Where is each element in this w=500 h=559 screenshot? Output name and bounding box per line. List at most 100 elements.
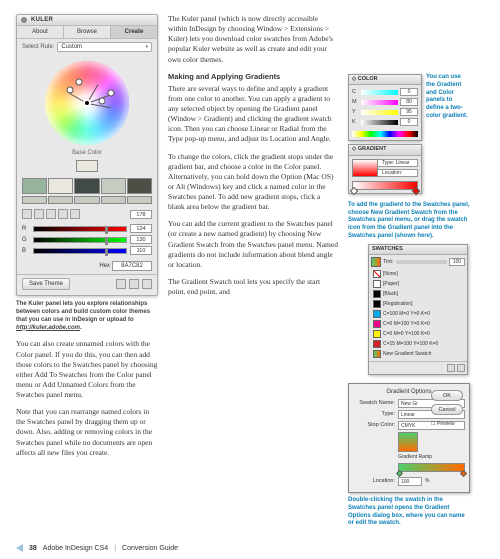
wheel-handle[interactable] (99, 98, 106, 105)
lab-mode-icon[interactable] (46, 209, 56, 219)
wheel-handle-center[interactable] (83, 99, 91, 107)
kuler-caption: The Kuler panel lets you explore relatio… (16, 301, 158, 332)
r-label: R (22, 225, 30, 233)
theme-swatch-row (17, 176, 157, 196)
upload-icon[interactable] (129, 279, 139, 289)
y-slider[interactable] (361, 110, 398, 115)
new-swatch-icon[interactable] (447, 364, 455, 372)
swatch-list-item[interactable]: [Registration] (371, 299, 465, 309)
left-body-text: You can also create unnamed colors with … (16, 339, 158, 457)
save-theme-button[interactable]: Save Theme (22, 278, 70, 290)
cancel-button[interactable]: Cancel (431, 404, 463, 415)
swatch-list-item[interactable]: C=100 M=0 Y=0 K=0 (371, 309, 465, 319)
r-value[interactable]: 124 (130, 224, 152, 233)
dialog-gradient-ramp[interactable] (398, 463, 465, 472)
swatches-panel-title: SWATCHES (369, 245, 467, 255)
gradient-preview[interactable] (352, 159, 378, 177)
gradient-panel: ◇ GRADIENT Type: Linear Location: (348, 144, 422, 193)
g-slider[interactable] (33, 237, 127, 243)
tab-about[interactable]: About (17, 26, 64, 38)
close-icon[interactable] (21, 17, 27, 23)
footer-product: Adobe InDesign CS4 (43, 544, 108, 553)
theme-swatch[interactable] (74, 178, 99, 194)
ok-button[interactable]: OK (431, 390, 463, 401)
color-panel: ◇ COLOR C0 M80 Y95 K0 (348, 74, 422, 141)
wheel-handle[interactable] (75, 79, 82, 86)
fig1-caption: You can use the Gradient and Color panel… (426, 74, 470, 121)
gradient-options-dialog: Gradient Options OK Cancel ☐ Preview Swa… (348, 383, 470, 493)
fig2-caption: To add the gradient to the Swatches pane… (348, 202, 470, 241)
tint-value[interactable]: 100 (449, 258, 465, 266)
fig3-caption: Double-clicking the swatch in the Swatch… (348, 497, 470, 528)
page-number: 38 (29, 544, 37, 553)
m-slider[interactable] (361, 100, 398, 105)
preview-checkbox[interactable]: ☐ Preview (431, 421, 463, 428)
select-rule-dropdown[interactable]: Custom ▾ (57, 42, 152, 52)
tab-browse[interactable]: Browse (64, 26, 111, 38)
b-label: B (22, 247, 30, 255)
theme-swatch[interactable] (48, 196, 73, 204)
theme-swatch[interactable] (48, 178, 73, 194)
b-slider[interactable] (33, 248, 127, 254)
trash-icon[interactable] (457, 364, 465, 372)
hex-mode-icon[interactable] (70, 209, 80, 219)
trash-icon[interactable] (142, 279, 152, 289)
swatch-list-item[interactable]: [Paper] (371, 279, 465, 289)
hex-label: Hex (99, 262, 110, 270)
theme-swatch[interactable] (74, 196, 99, 204)
swatch-list-item[interactable]: New Gradient Swatch (371, 349, 465, 359)
color-wheel[interactable] (45, 61, 129, 145)
rgb-mode-icon[interactable] (22, 209, 32, 219)
footer-separator: | (114, 544, 116, 553)
select-rule-label: Select Rule: (22, 43, 54, 51)
swatch-list-item[interactable]: [Black] (371, 289, 465, 299)
footer-title: Conversion Guide (122, 544, 178, 553)
b-value[interactable]: 110 (130, 246, 152, 255)
select-rule-value: Custom (61, 43, 82, 51)
swatch-list-item[interactable]: C=0 M=100 Y=0 K=0 (371, 319, 465, 329)
g-value[interactable]: 130 (130, 235, 152, 244)
theme-swatch[interactable] (101, 178, 126, 194)
theme-swatch[interactable] (22, 178, 47, 194)
cmyk-mode-icon[interactable] (34, 209, 44, 219)
subhead-gradients: Making and Applying Gradients (168, 72, 338, 82)
base-color-swatch[interactable] (76, 160, 98, 172)
swatch-list-item[interactable]: C=15 M=100 Y=100 K=0 (371, 339, 465, 349)
gradient-panel-title: ◇ GRADIENT (349, 145, 421, 155)
theme-swatch[interactable] (127, 196, 152, 204)
swatch-list-item[interactable]: [None] (371, 269, 465, 279)
theme-swatch[interactable] (101, 196, 126, 204)
tab-create[interactable]: Create (111, 26, 157, 38)
k-slider[interactable] (361, 120, 398, 125)
page-footer: 38 Adobe InDesign CS4 | Conversion Guide (16, 544, 484, 553)
panel-title: KULER (31, 16, 53, 24)
spectrum-bar[interactable] (352, 131, 418, 137)
base-color-label: Base Color (17, 148, 157, 160)
hsv-mode-icon[interactable] (58, 209, 68, 219)
kuler-panel: KULER About Browse Create Select Rule: C… (16, 14, 158, 296)
kuler-tabs: About Browse Create (17, 26, 157, 39)
wheel-handle[interactable] (107, 90, 114, 97)
color-panel-title: ◇ COLOR (349, 75, 421, 85)
hex-value[interactable]: 8A7C82 (112, 261, 152, 271)
kuler-link[interactable]: http://kuler.adobe.com (16, 325, 80, 331)
wheel-handle[interactable] (67, 87, 74, 94)
c-slider[interactable] (361, 90, 398, 95)
chevron-down-icon: ▾ (145, 44, 148, 51)
tint-slider[interactable] (396, 260, 448, 264)
prev-page-icon[interactable] (16, 544, 23, 552)
location-field[interactable]: 100 (398, 477, 422, 486)
value-field[interactable]: 178 (130, 210, 152, 219)
swatch-list-item[interactable]: C=0 M=0 Y=100 K=0 (371, 329, 465, 339)
dialog-gradient-preview (398, 432, 418, 452)
gradient-ramp[interactable] (352, 181, 418, 190)
theme-swatch[interactable] (127, 178, 152, 194)
add-swatch-icon[interactable] (116, 279, 126, 289)
r-slider[interactable] (33, 226, 127, 232)
swatches-panel: SWATCHES Tint: 100 [None][Paper][Black][… (368, 244, 468, 375)
current-swatch-icon (371, 257, 381, 267)
main-body-text: The Kuler panel (which is now directly a… (168, 14, 338, 528)
g-label: G (22, 236, 30, 244)
theme-swatch[interactable] (22, 196, 47, 204)
theme-swatch-row-2 (17, 196, 157, 206)
